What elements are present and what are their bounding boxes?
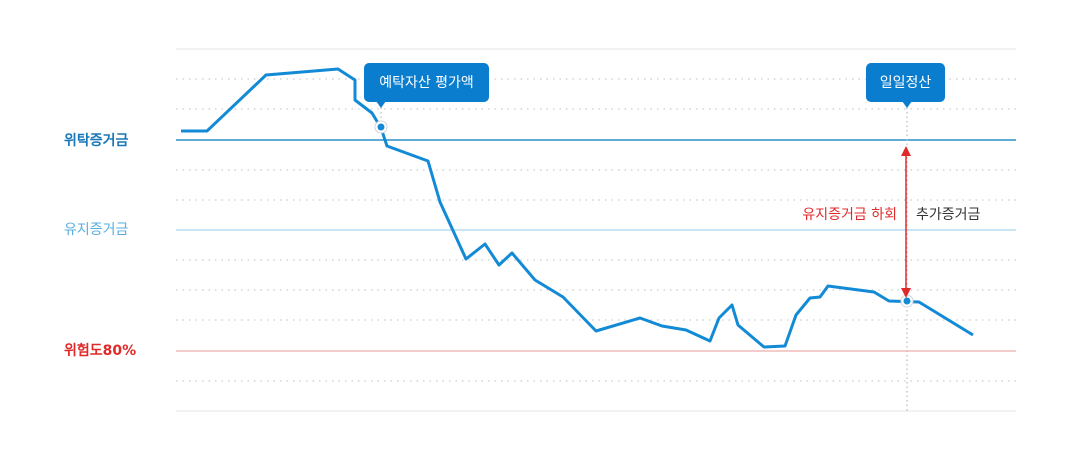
maintenance-label: 유지증거금 bbox=[64, 222, 129, 238]
arrow-head-down bbox=[901, 288, 911, 298]
callout-text: 일일정산 bbox=[880, 75, 932, 91]
deposit-label: 위탁증거금 bbox=[64, 132, 129, 149]
callout-box bbox=[866, 63, 945, 102]
below-maintenance-text: 유지증거금 하회 bbox=[802, 207, 897, 223]
arrow-head-up bbox=[901, 146, 911, 156]
callout-text: 예탁자산 평가액 bbox=[379, 75, 474, 91]
asset-line bbox=[181, 67, 974, 349]
asset-point-core bbox=[377, 123, 385, 131]
settlement-point-core bbox=[903, 297, 911, 305]
callout-box bbox=[364, 63, 489, 102]
risk-label: 위험도80% bbox=[64, 342, 136, 359]
callout-pointer bbox=[376, 101, 386, 108]
additional-margin-text: 추가증거금 bbox=[916, 207, 981, 223]
callout-pointer bbox=[902, 101, 912, 108]
